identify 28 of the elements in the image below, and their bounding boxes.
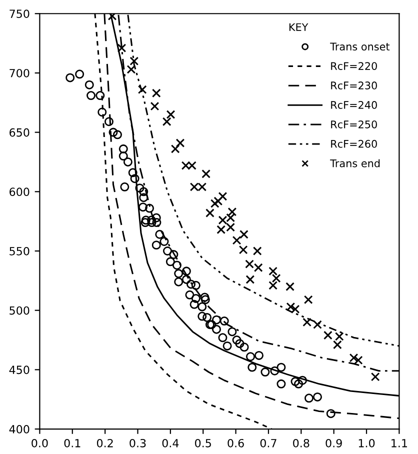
x-tick-label: 0.6 — [228, 438, 244, 448]
y-tick-label: 400 — [9, 425, 30, 434]
x-tick-label: 0.2 — [96, 438, 113, 448]
x-tick-label: 0.0 — [32, 438, 48, 448]
x-tick-label: 0.3 — [130, 438, 146, 448]
y-tick-label: 600 — [10, 188, 30, 196]
legend-label: Trans onset — [330, 42, 390, 51]
x-tick-label: 0.4 — [162, 438, 179, 448]
legend-label: RcF=230 — [331, 82, 377, 90]
legend-label: RcF=250 — [331, 120, 377, 128]
y-tick-label: 700 — [10, 68, 30, 78]
x-tick-label: 0.8 — [293, 438, 310, 448]
y-tick-label: 750 — [10, 10, 30, 18]
x-tick-label: 0.7 — [260, 438, 276, 448]
x-tick-label: 0.9 — [326, 438, 342, 448]
y-tick-label: 550 — [10, 246, 30, 256]
x-tick-label: 1.1 — [392, 439, 407, 448]
legend-label: RcF=220 — [331, 62, 377, 70]
legend-label: RcF=240 — [331, 101, 377, 109]
x-tick-label: 1.0 — [358, 438, 375, 448]
x-tick-label: 0.1 — [64, 438, 80, 448]
y-tick-label: 450 — [9, 366, 30, 374]
x-tick-label: 0.5 — [195, 438, 211, 448]
legend-label: Trans end — [330, 159, 380, 168]
legend-title: KEY — [289, 23, 308, 31]
legend-label: RcF=260 — [331, 140, 377, 148]
y-tick-label: 500 — [10, 306, 30, 315]
y-tick-label: 650 — [10, 128, 30, 137]
